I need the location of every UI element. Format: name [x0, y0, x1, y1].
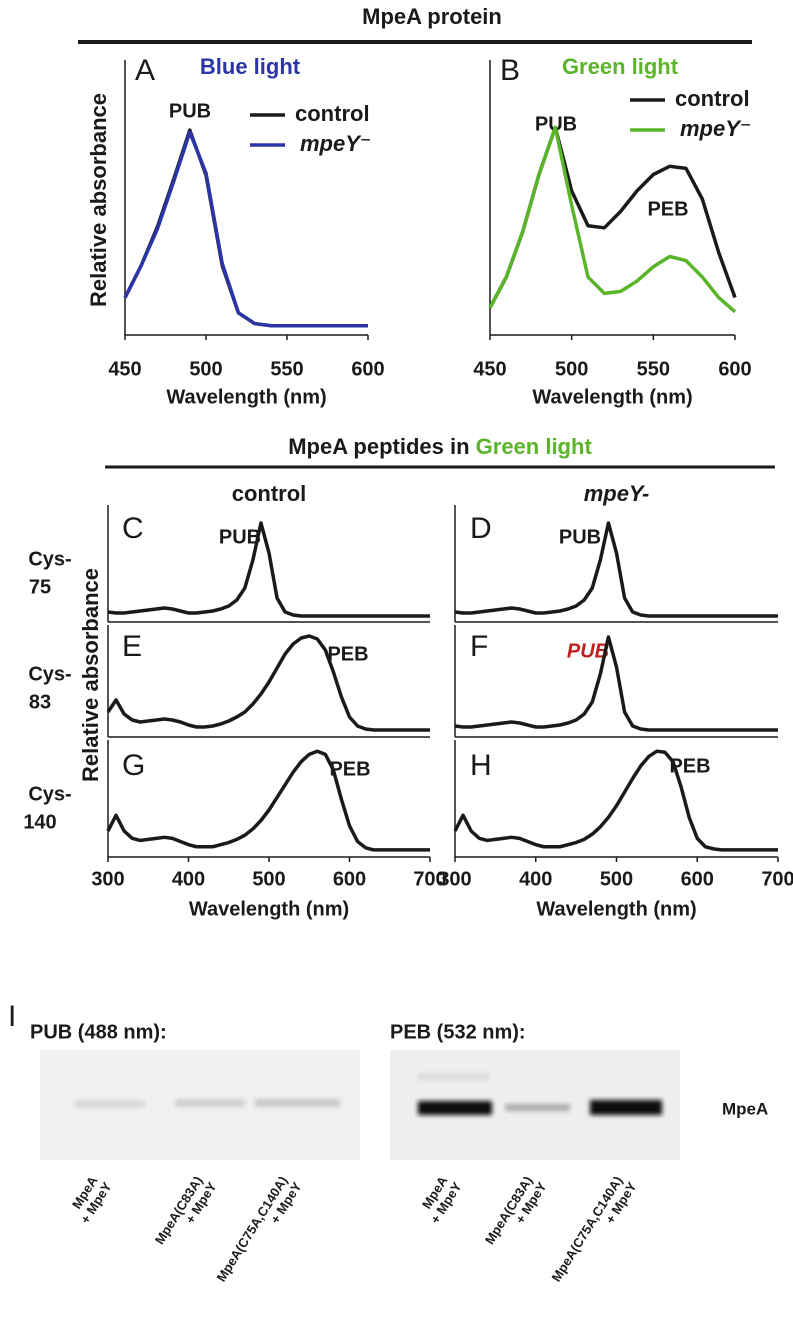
- header: MpeA protein: [362, 4, 502, 29]
- panel-letter: H: [470, 749, 492, 782]
- spectrum: [454, 635, 778, 732]
- panel-letter: E: [122, 630, 142, 663]
- peak-label: PUB: [567, 640, 609, 662]
- header-part: Green light: [476, 434, 593, 459]
- column-title: mpeY-: [584, 481, 650, 506]
- band: [590, 1100, 662, 1115]
- panel-title: Blue light: [200, 54, 301, 79]
- x-axis-label: Wavelength (nm): [189, 898, 349, 920]
- panel-letter: I: [8, 1000, 16, 1033]
- row-label: Cys-: [28, 548, 71, 570]
- x-axis-label: Wavelength (nm): [166, 386, 326, 408]
- peak-label: PEB: [329, 758, 370, 780]
- x-tick-label: 400: [172, 868, 205, 890]
- panel-letter: G: [122, 749, 145, 782]
- legend-label: control: [295, 101, 370, 126]
- band: [75, 1100, 145, 1108]
- band: [175, 1099, 245, 1107]
- x-tick-label: 400: [519, 868, 552, 890]
- row-label: 140: [23, 811, 56, 833]
- blot-title: PEB (532 nm):: [390, 1021, 526, 1043]
- blot-title: PUB (488 nm):: [30, 1021, 167, 1043]
- peak-label: PEB: [647, 198, 688, 220]
- x-tick-label: 450: [473, 358, 506, 380]
- spectrum: [453, 749, 778, 852]
- x-tick-label: 600: [681, 868, 714, 890]
- band: [505, 1104, 570, 1111]
- x-tick-label: 450: [108, 358, 141, 380]
- x-tick-label: 600: [333, 868, 366, 890]
- spectrum: [123, 128, 368, 328]
- column-title: control: [232, 481, 307, 506]
- row-label: Cys-: [28, 663, 71, 685]
- legend-label: control: [675, 86, 750, 111]
- panel-letter: D: [470, 512, 492, 545]
- spectrum: [107, 521, 430, 618]
- band: [418, 1101, 492, 1115]
- lane-label: MpeA(C75A,C140A): [213, 1173, 290, 1284]
- x-tick-label: 300: [438, 868, 471, 890]
- x-tick-label: 600: [351, 358, 384, 380]
- spectrum: [106, 634, 430, 732]
- x-tick-label: 500: [252, 868, 285, 890]
- spectrum: [488, 125, 737, 314]
- panel-letter: A: [135, 54, 155, 87]
- band: [255, 1099, 340, 1107]
- panel-letter: B: [500, 54, 520, 87]
- spectrum: [123, 130, 368, 328]
- x-tick-label: 300: [91, 868, 124, 890]
- bands: [75, 1073, 662, 1115]
- x-tick-label: 550: [270, 358, 303, 380]
- y-axis-label: Relative absorbance: [86, 93, 111, 307]
- x-tick-label: 550: [637, 358, 670, 380]
- x-tick-label: 500: [600, 868, 633, 890]
- x-tick-label: 500: [189, 358, 222, 380]
- row-label: 75: [29, 576, 51, 598]
- peak-label: PUB: [169, 100, 211, 122]
- x-tick-label: 700: [761, 868, 793, 890]
- header: MpeA peptides in Green light: [288, 434, 592, 459]
- x-tick-label: 600: [718, 358, 751, 380]
- x-tick-label: 700: [413, 868, 446, 890]
- peak-label: PEB: [327, 643, 368, 665]
- band-label: MpeA: [722, 1099, 768, 1118]
- header-part: MpeA peptides in: [288, 434, 475, 459]
- peak-label: PEB: [669, 755, 710, 777]
- peak-label: PUB: [559, 526, 601, 548]
- peak-label: PUB: [219, 526, 261, 548]
- y-axis-label: Relative absorbance: [78, 568, 103, 782]
- x-axis-label: Wavelength (nm): [532, 386, 692, 408]
- panel-title: Green light: [562, 54, 679, 79]
- row-label: Cys-: [28, 783, 71, 805]
- legend-label: mpeY⁻: [300, 131, 372, 156]
- panel-letter: F: [470, 630, 488, 663]
- panel-letter: C: [122, 512, 144, 545]
- lane-labels: MpeA+ MpeY MpeA(C83A)+ MpeYMpeA(C75A,C140…: [69, 1173, 640, 1284]
- spectrum: [454, 521, 778, 618]
- lane-label: MpeA(C75A,C140A): [548, 1173, 625, 1284]
- peak-label: PUB: [535, 113, 577, 135]
- band: [418, 1073, 490, 1081]
- row-label: 83: [29, 691, 51, 713]
- x-axis-label: Wavelength (nm): [536, 898, 696, 920]
- spectrum: [106, 749, 430, 852]
- x-tick-label: 500: [555, 358, 588, 380]
- legend-label: mpeY⁻: [680, 116, 752, 141]
